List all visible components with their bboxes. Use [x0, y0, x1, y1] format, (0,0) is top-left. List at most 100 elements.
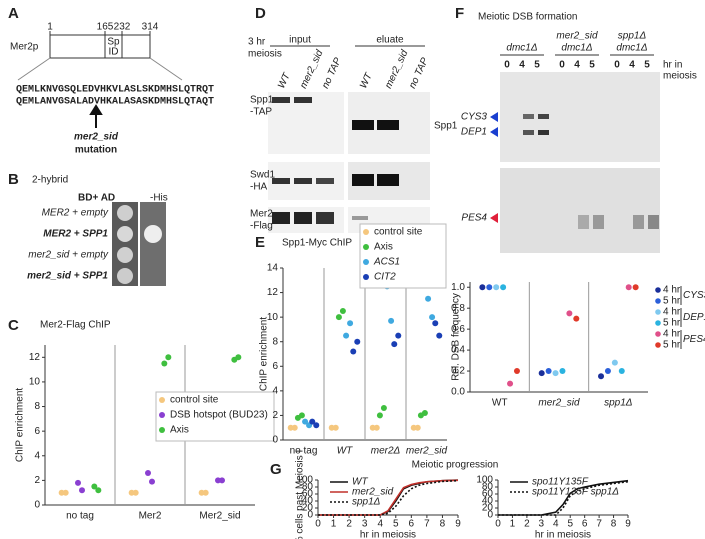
- band: [294, 212, 312, 224]
- x-axis-label: hr in meiosis: [360, 530, 416, 539]
- sequence: QEMLKNVGSQLEDVHKVLASLSKDMHSLQTRQT: [16, 85, 214, 96]
- data-point: [380, 405, 387, 412]
- data-point: [79, 487, 85, 494]
- lane-label: 4: [574, 60, 580, 71]
- data-point: [132, 489, 139, 496]
- legend-label: spo11Y135F spp1Δ: [532, 487, 619, 498]
- y-axis-label: % cells past Meiosis I: [295, 450, 306, 539]
- lane-label: 0: [504, 60, 510, 71]
- data-point: [486, 284, 493, 291]
- construct: MER2 + SPP1: [43, 229, 108, 240]
- domain-map: [49, 34, 151, 59]
- data-point: [309, 418, 316, 425]
- zoom-lines: [17, 57, 183, 81]
- strain: spp1Δ: [618, 31, 647, 42]
- y-tick-label: 0: [487, 510, 493, 521]
- blot-label: -HA: [250, 182, 268, 193]
- y-axis-label: ChIP enrichment: [15, 388, 26, 463]
- x-tick-label: Mer2: [139, 511, 162, 522]
- legend-label: WT: [352, 477, 368, 488]
- legend-label: spp1Δ: [352, 497, 381, 508]
- data-point: [538, 370, 545, 377]
- chart-title: Mer2-Flag ChIP: [40, 320, 111, 331]
- data-point: [395, 332, 402, 339]
- data-point: [425, 295, 432, 302]
- residue-number: 314: [142, 22, 159, 33]
- x-tick-label: 7: [596, 519, 602, 530]
- lane-label: no TAP: [320, 56, 344, 91]
- x-tick-label: mer2Δ: [371, 446, 401, 457]
- band: [523, 114, 534, 119]
- legend-swatch: [159, 427, 165, 433]
- x-axis-label: hr in meiosis: [535, 530, 591, 539]
- data-point: [291, 424, 298, 431]
- condition: 3 hr: [248, 37, 266, 48]
- legend-label: DSB hotspot (BUD23): [170, 410, 268, 421]
- band: [593, 215, 604, 229]
- y-tick-label: 12: [29, 352, 41, 363]
- line-series: [318, 479, 459, 516]
- x-tick-label: 1: [510, 519, 516, 530]
- legend-label: Axis: [374, 242, 393, 253]
- legend-swatch: [655, 287, 661, 293]
- domain-label: Sp: [107, 37, 120, 48]
- colony: [117, 205, 133, 221]
- lane-label: WT: [276, 71, 293, 91]
- data-point: [421, 409, 428, 416]
- strain: dmc1Δ: [616, 43, 647, 54]
- y-tick-label: 12: [267, 287, 279, 298]
- strain: dmc1Δ: [506, 43, 537, 54]
- y-tick-label: 4: [34, 450, 40, 461]
- lane-label: 5: [644, 60, 650, 71]
- legend-swatch: [655, 342, 661, 348]
- data-point: [479, 284, 486, 291]
- lane-label: 0: [614, 60, 620, 71]
- sequence: QEMLANVGSALADVHKALASASKDMHSLQTAQT: [16, 97, 214, 108]
- x-tick-label: 7: [424, 519, 430, 530]
- axis-label: hr in: [663, 60, 682, 71]
- data-point: [391, 341, 398, 348]
- x-tick-label: WT: [337, 446, 353, 457]
- y-tick-label: 2: [272, 410, 278, 421]
- x-tick-label: 8: [611, 519, 617, 530]
- blot-label: Swd1: [250, 170, 275, 181]
- y-tick-label: 14: [267, 263, 279, 274]
- gel: [500, 168, 660, 253]
- data-point: [149, 478, 155, 485]
- data-point: [91, 483, 98, 490]
- x-tick-label: mer2_sid: [538, 398, 580, 409]
- group-label: eluate: [376, 35, 404, 46]
- panel-title: 2-hybrid: [32, 175, 68, 186]
- band: [377, 120, 399, 130]
- locus-label: CYS3: [461, 112, 488, 123]
- band: [294, 97, 312, 103]
- legend-swatch: [363, 274, 369, 280]
- data-point: [165, 354, 172, 361]
- band: [377, 174, 399, 186]
- data-point: [507, 380, 514, 387]
- panel-label: G: [270, 461, 282, 478]
- y-tick-label: 0.6: [451, 324, 465, 335]
- construct: mer2_sid + SPP1: [27, 271, 108, 282]
- x-tick-label: spp1Δ: [604, 398, 633, 409]
- panel-label: C: [8, 317, 19, 334]
- data-point: [343, 332, 350, 339]
- legend-group: DEP1: [683, 312, 705, 323]
- x-tick-label: no tag: [290, 446, 318, 457]
- axis-label: meiosis: [663, 71, 697, 82]
- legend-group: PES4: [683, 334, 705, 345]
- data-point: [559, 368, 566, 375]
- y-tick-label: 100: [476, 475, 493, 486]
- lane-label: 5: [589, 60, 595, 71]
- panel-label: E: [255, 234, 265, 251]
- colony: [117, 247, 133, 263]
- legend-label: control site: [170, 395, 219, 406]
- line-series: [318, 479, 459, 516]
- data-point: [436, 332, 443, 339]
- colony: [117, 226, 133, 242]
- legend-swatch: [655, 331, 661, 337]
- y-tick-label: 8: [34, 401, 40, 412]
- legend-label: Axis: [170, 425, 189, 436]
- band: [316, 178, 334, 184]
